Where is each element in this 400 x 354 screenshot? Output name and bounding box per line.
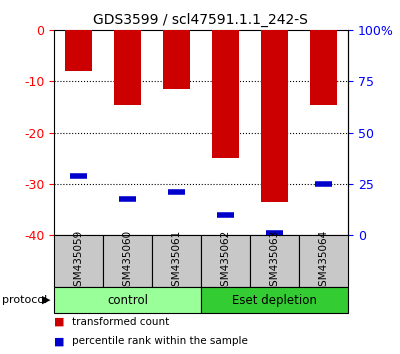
- Text: Eset depletion: Eset depletion: [232, 293, 317, 307]
- Text: GSM435064: GSM435064: [318, 229, 328, 293]
- Bar: [310, 30, 337, 104]
- Text: GSM435062: GSM435062: [220, 229, 230, 293]
- Bar: [261, 30, 288, 202]
- Bar: [299, 235, 348, 287]
- Text: ■: ■: [54, 317, 64, 327]
- Text: ▶: ▶: [42, 295, 50, 305]
- Bar: [250, 235, 299, 287]
- Bar: [54, 287, 201, 313]
- Text: transformed count: transformed count: [72, 317, 169, 327]
- Text: control: control: [107, 293, 148, 307]
- Bar: [103, 235, 152, 287]
- Bar: [114, 30, 141, 104]
- Text: percentile rank within the sample: percentile rank within the sample: [72, 336, 248, 346]
- Bar: [201, 235, 250, 287]
- Text: ■: ■: [54, 336, 64, 346]
- Text: GSM435061: GSM435061: [172, 229, 182, 293]
- Bar: [212, 30, 239, 159]
- Text: GSM435063: GSM435063: [270, 229, 280, 293]
- Text: GSM435060: GSM435060: [122, 229, 132, 293]
- Bar: [65, 30, 92, 71]
- Text: protocol: protocol: [2, 295, 47, 305]
- Bar: [163, 30, 190, 89]
- Text: GSM435059: GSM435059: [74, 229, 84, 293]
- Text: GDS3599 / scl47591.1.1_242-S: GDS3599 / scl47591.1.1_242-S: [92, 12, 308, 27]
- Bar: [54, 235, 103, 287]
- Bar: [152, 235, 201, 287]
- Bar: [201, 287, 348, 313]
